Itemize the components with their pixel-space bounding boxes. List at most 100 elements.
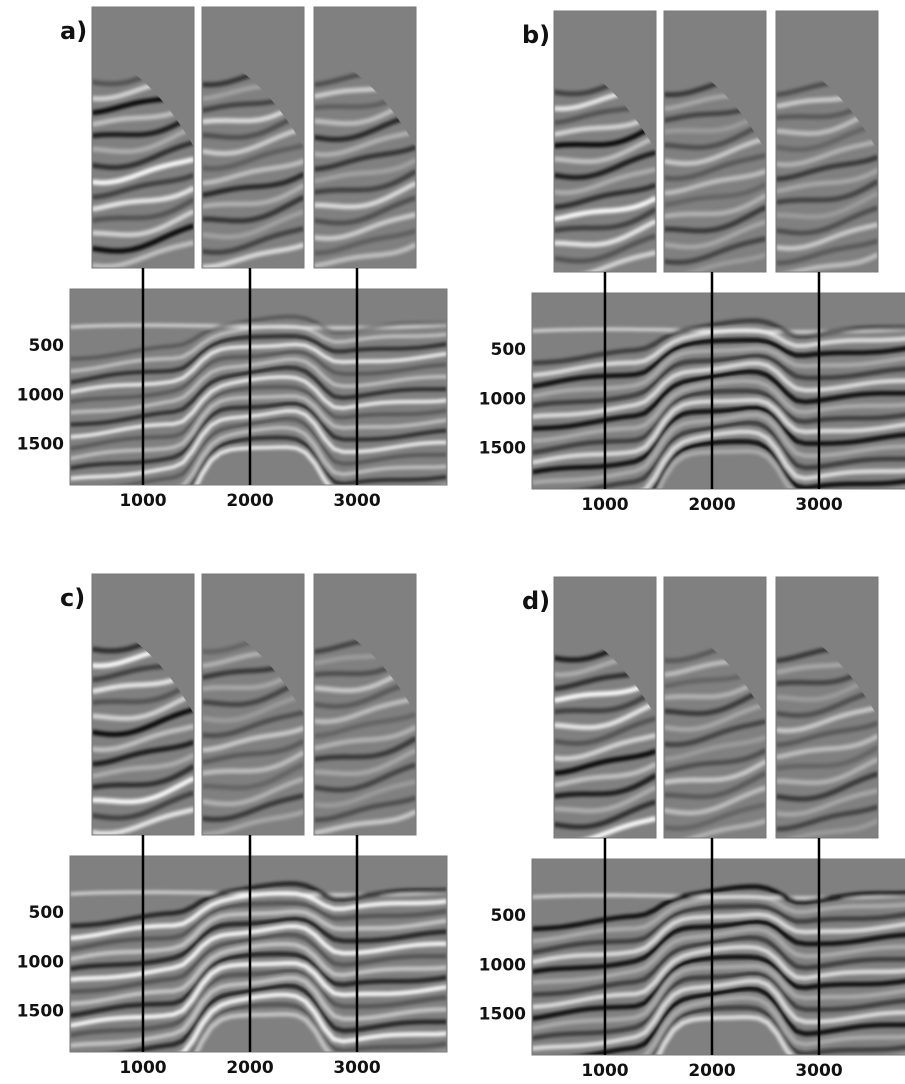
- reflector: [532, 971, 905, 1041]
- gather-event: [776, 688, 878, 719]
- panel: d) 1000 2000 3000 500 1000 1500: [479, 576, 905, 1081]
- gather-texture: [554, 66, 656, 272]
- gather-event: [664, 758, 766, 785]
- gather-event: [554, 772, 656, 799]
- gather-frame: [201, 6, 305, 269]
- y-tick-label: 500: [491, 906, 527, 926]
- gather-event: [314, 778, 416, 808]
- gather-event: [314, 144, 416, 172]
- gather-event: [202, 225, 304, 255]
- gather-event: [664, 136, 766, 167]
- gather-event: [664, 235, 766, 265]
- gather-event: [92, 239, 194, 268]
- gather-event: [664, 120, 766, 150]
- gather-event: [92, 124, 194, 154]
- gather-event: [92, 172, 194, 200]
- reflector: [70, 401, 447, 470]
- reflector: [532, 903, 905, 955]
- gather-event: [554, 761, 656, 788]
- gather-event: [92, 112, 194, 139]
- gather-event: [554, 748, 656, 776]
- gather-event: [92, 775, 194, 805]
- x-tick-label: 3000: [795, 495, 842, 515]
- gather-event: [554, 150, 656, 181]
- gather-event: [554, 799, 656, 830]
- x-tick-label: 1000: [119, 491, 166, 511]
- reflector: [70, 941, 447, 1007]
- gather-event: [202, 677, 304, 707]
- reflector: [117, 416, 447, 485]
- gather-frame: [201, 573, 305, 836]
- gather-event: [202, 209, 304, 240]
- gather-event: [92, 763, 194, 790]
- reflector: [532, 944, 905, 1010]
- gather-mute: [202, 574, 304, 714]
- gather-frame: [775, 10, 879, 273]
- reflector: [194, 445, 447, 485]
- x-tick-label: 1000: [119, 1058, 166, 1078]
- gather-event: [202, 693, 304, 724]
- gather-mute: [664, 577, 766, 717]
- gather-event: [554, 182, 656, 210]
- gather-event: [202, 749, 304, 776]
- reflector: [70, 385, 447, 451]
- gather-event: [554, 195, 656, 222]
- gather-event: [202, 126, 304, 157]
- reflector: [70, 900, 447, 952]
- y-tick-label: 500: [29, 336, 65, 356]
- gather-mute: [314, 574, 416, 714]
- gather-event: [202, 182, 304, 209]
- gather-event: [776, 138, 878, 168]
- gather-event: [314, 180, 416, 210]
- image-clip: [776, 577, 878, 838]
- gather-event: [583, 815, 656, 838]
- gather-event: [776, 167, 878, 194]
- reflector: [532, 405, 905, 475]
- section-texture: [70, 881, 447, 1052]
- gather-frame: [663, 10, 767, 273]
- gather-event: [92, 679, 194, 706]
- reflector: [70, 365, 447, 427]
- image-clip: [664, 11, 766, 272]
- gather-event: [664, 204, 766, 234]
- x-tick-label: 2000: [688, 1061, 735, 1081]
- reflector: [70, 968, 447, 1038]
- gather-event: [664, 770, 766, 800]
- gather-event: [92, 691, 194, 721]
- gather-event: [314, 128, 416, 158]
- image-clip: [532, 318, 905, 489]
- reflector: [114, 983, 447, 1052]
- gather-event: [776, 804, 878, 832]
- y-tick-label: 1000: [17, 385, 64, 405]
- panel: b) 1000 2000 3000 500 1000 1500: [479, 10, 905, 515]
- reflector: [532, 378, 905, 444]
- reflector: [532, 353, 905, 409]
- section-frame: [69, 855, 448, 1053]
- gather-event: [664, 785, 766, 816]
- section-texture: [532, 884, 905, 1055]
- gather-event: [202, 242, 304, 268]
- gather-event: [554, 122, 656, 149]
- y-tick-label: 1000: [479, 389, 526, 409]
- gather-event: [202, 110, 304, 140]
- gather-event: [554, 700, 656, 730]
- reflector: [532, 912, 905, 965]
- gather-event: [314, 795, 416, 823]
- reflector: [70, 342, 447, 394]
- gather-event: [664, 734, 766, 762]
- reflector: [70, 394, 447, 461]
- section-texture: [532, 318, 905, 489]
- reflector: [651, 439, 905, 489]
- reflector: [656, 448, 905, 489]
- reflector: [532, 935, 905, 997]
- panel: c) 1000 2000 3000 500 1000 1500: [17, 573, 448, 1078]
- reflector: [576, 986, 905, 1055]
- gather-event: [554, 784, 656, 814]
- section-frame: [531, 858, 905, 1056]
- section-frame: [69, 288, 448, 486]
- x-tick-label: 3000: [795, 1061, 842, 1081]
- gather-frame: [775, 576, 879, 839]
- gather-event: [554, 134, 656, 164]
- gather-event: [202, 809, 304, 835]
- reflector: [70, 891, 447, 941]
